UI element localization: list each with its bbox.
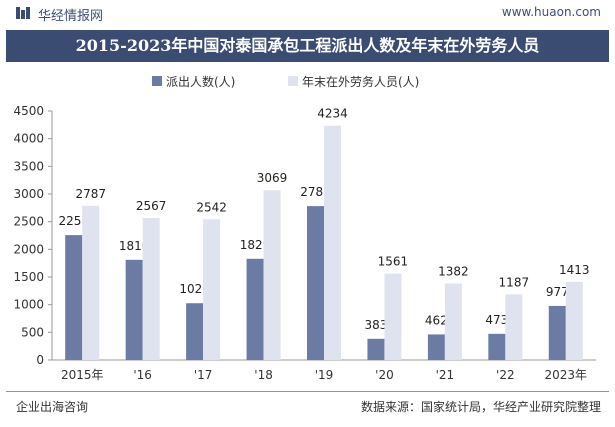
data-label-series-1: 1810 (119, 239, 150, 253)
data-label-series-2: 2787 (75, 187, 106, 201)
bar-series-1 (186, 303, 204, 360)
legend-label-series-2: 年末在外劳务人员(人) (302, 75, 420, 89)
data-label-series-2: 1187 (499, 275, 530, 289)
data-label-series-2: 1382 (438, 265, 469, 279)
bar-series-2 (203, 219, 221, 360)
data-label-series-2: 2542 (196, 200, 227, 214)
x-tick-label: 2015年 (61, 368, 104, 382)
title-bar: 2015-2023年中国对泰国承包工程派出人数及年末在外劳务人员 (6, 30, 609, 62)
bar-series-2 (324, 125, 341, 361)
y-tick-label: 4000 (13, 132, 44, 146)
bar-series-2 (82, 205, 100, 360)
data-label-series-1: 473 (485, 313, 508, 327)
footer-source: 数据来源：国家统计局，华经产业研究院整理 (360, 400, 601, 414)
footer-left-text: 企业出海咨询 (16, 400, 89, 414)
chart-title: 2015-2023年中国对泰国承包工程派出人数及年末在外劳务人员 (75, 36, 540, 55)
legend-label-series-1: 派出人数(人) (166, 75, 236, 89)
y-tick-label: 1000 (13, 298, 44, 312)
bar-chart: 0 500 1000 1500 2000 2500 3000 3500 4000 4500 2257… (13, 104, 596, 382)
chart-legend: 派出人数(人) 年末在外劳务人员(人) (0, 72, 615, 90)
data-label-series-2: 3069 (257, 171, 288, 185)
data-label-series-2: 4234 (317, 107, 348, 121)
data-label-series-1: 2257 (58, 214, 89, 228)
bar-series-1 (125, 259, 143, 360)
data-label-series-1: 977 (546, 285, 569, 299)
y-tick-label: 4500 (13, 104, 44, 118)
x-tick-label: '17 (194, 368, 213, 382)
data-label-series-1: 2781 (300, 185, 331, 199)
x-tick-label: '21 (436, 368, 455, 382)
data-label-series-2: 2567 (136, 199, 167, 213)
bar-series-2 (444, 283, 462, 360)
x-tick-label: '19 (315, 368, 334, 382)
legend-swatch-series-1 (152, 76, 162, 86)
y-tick-label: 2500 (13, 215, 44, 229)
bar-series-1 (65, 235, 83, 360)
brand-name: 华经情报网 (38, 9, 104, 24)
bar-series-1 (246, 258, 264, 360)
y-tick-label: 1500 (13, 270, 44, 284)
bar-series-2 (142, 217, 160, 360)
top-bar: 华经情报网 www.huaon.com (0, 0, 615, 28)
x-tick-label: '22 (496, 368, 515, 382)
bar-series-1 (427, 334, 445, 360)
data-label-series-2: 1561 (378, 255, 409, 269)
y-tick-label: 3500 (13, 159, 44, 173)
x-tick-label: '18 (254, 368, 273, 382)
x-tick-label: '20 (375, 368, 394, 382)
data-label-series-1: 1026 (179, 282, 210, 296)
bar-series-1 (367, 338, 385, 360)
x-tick-label: '16 (133, 368, 152, 382)
data-label-series-1: 1829 (240, 238, 271, 252)
brand-logo-icon (16, 7, 30, 19)
x-tick-label: 2023年 (545, 368, 588, 382)
bar-series-1 (307, 206, 324, 360)
data-label-series-1: 462 (425, 313, 448, 327)
bar-series-2 (263, 190, 281, 360)
footer-divider (6, 391, 609, 392)
bar-series-2 (384, 273, 402, 360)
data-label-series-1: 383 (364, 318, 387, 332)
bar-series-1 (548, 305, 566, 360)
site-url: www.huaon.com (501, 5, 601, 19)
bar-series-2 (565, 281, 583, 360)
legend-swatch-series-2 (288, 76, 298, 86)
data-label-series-2: 1413 (559, 263, 590, 277)
y-tick-label: 500 (21, 325, 44, 339)
y-tick-label: 2000 (13, 242, 44, 256)
y-tick-label: 0 (36, 353, 44, 367)
bar-series-2 (505, 294, 523, 360)
bar-series-1 (488, 333, 506, 360)
y-tick-label: 3000 (13, 187, 44, 201)
